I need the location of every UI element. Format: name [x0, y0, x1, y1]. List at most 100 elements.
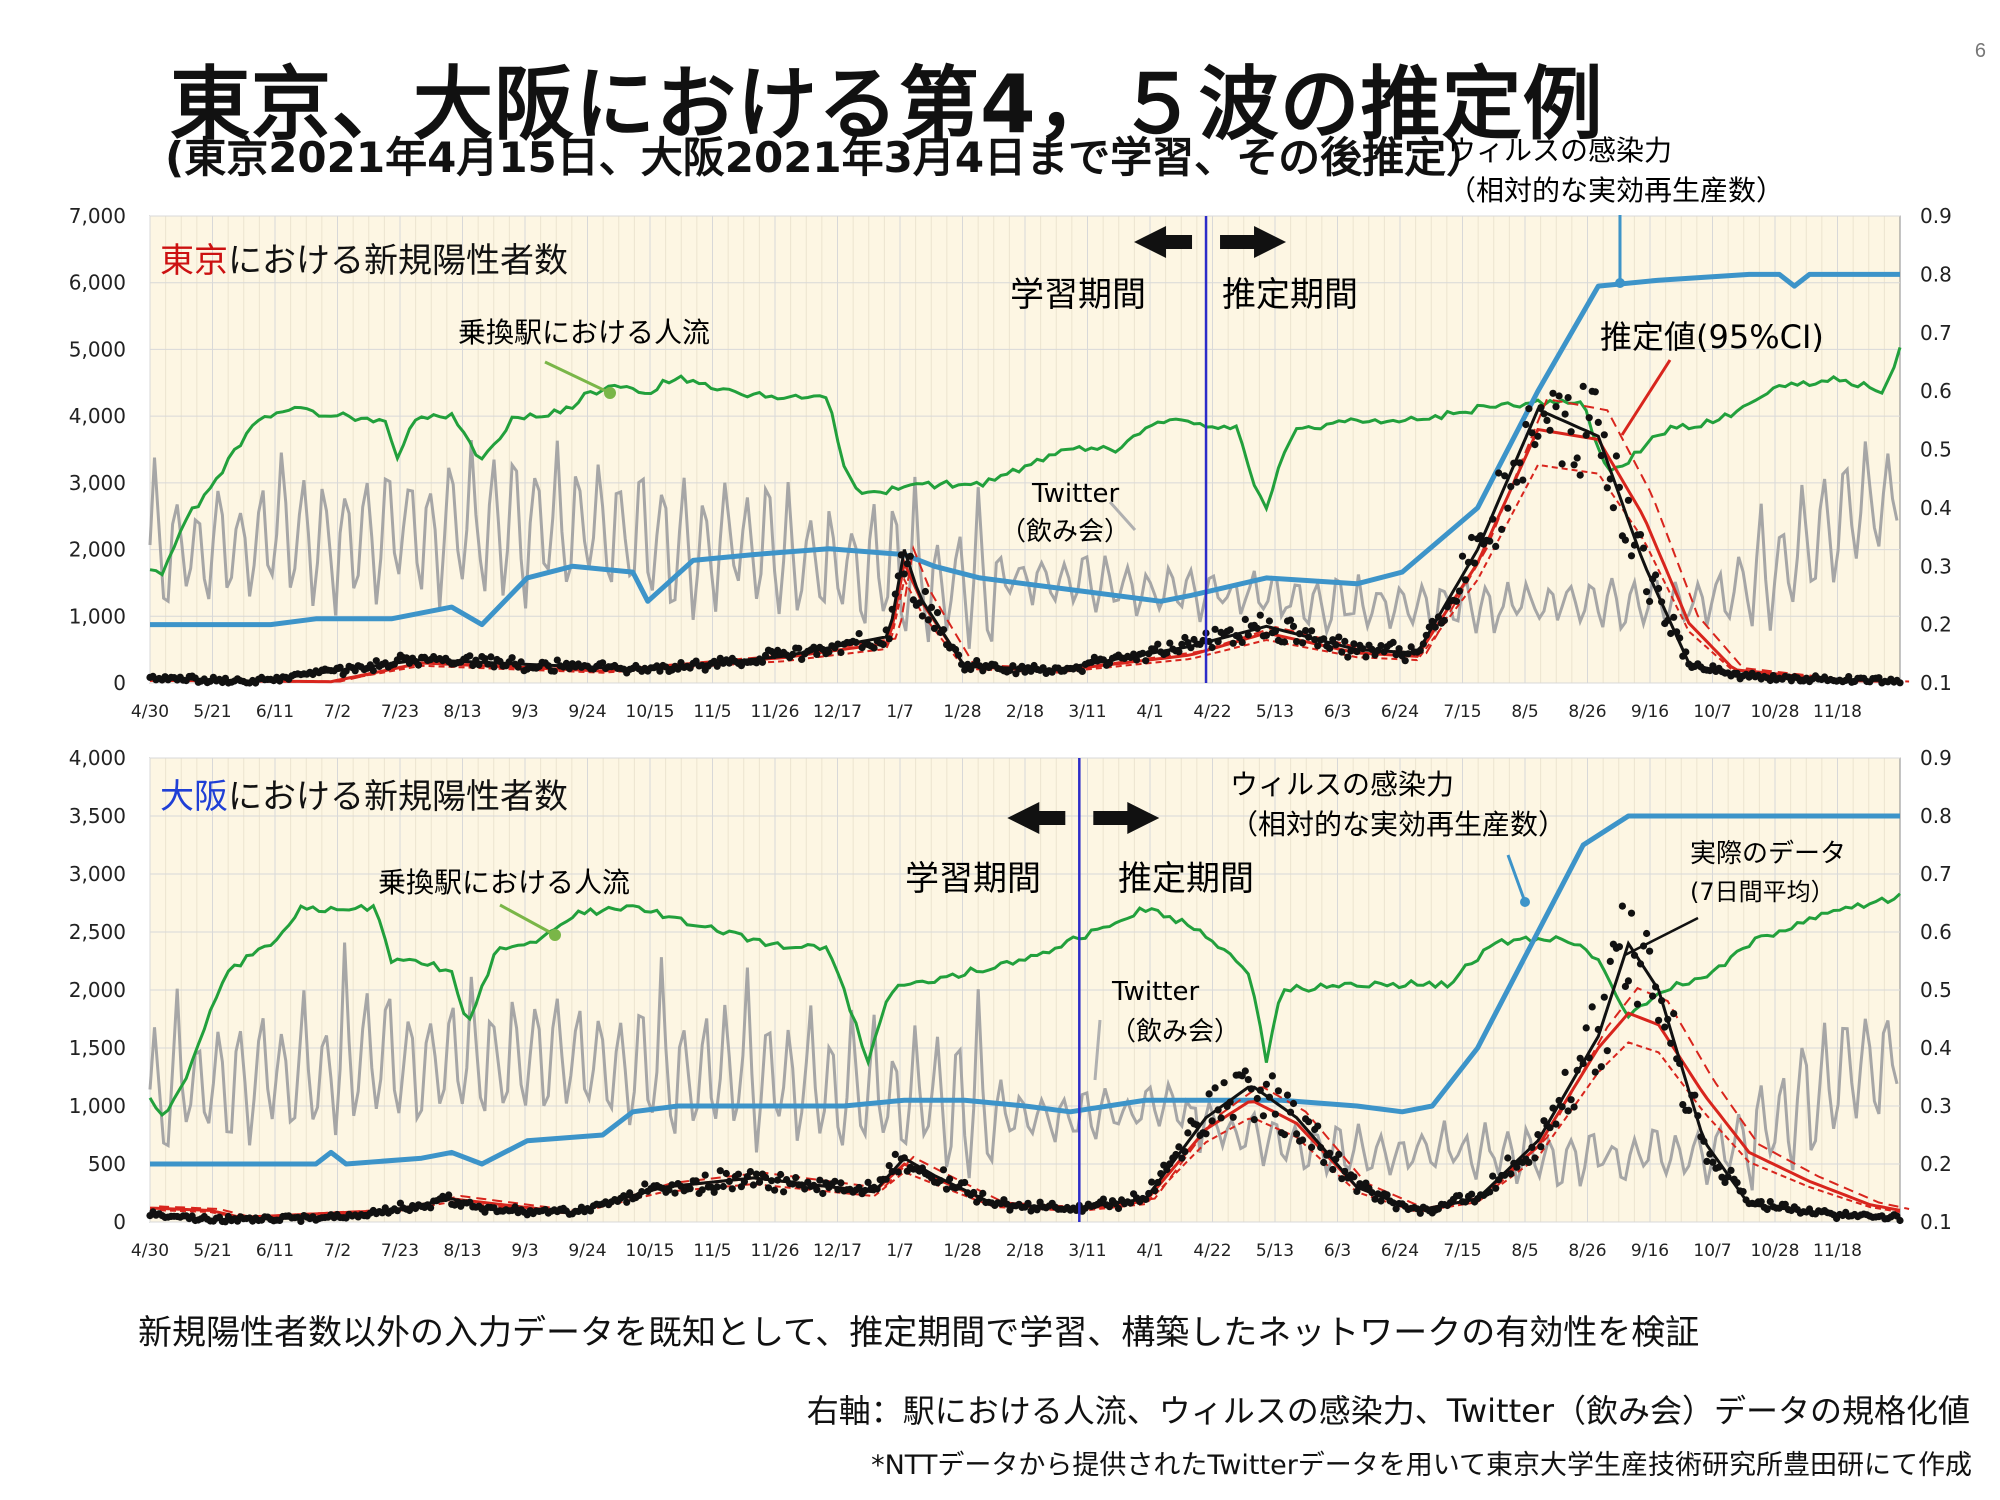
osaka-xtick: 4/1: [1136, 1241, 1163, 1261]
osaka-actual-point: [1099, 1195, 1107, 1203]
tokyo-xtick: 10/7: [1693, 702, 1731, 722]
osaka-infectivity-label: ウィルスの感染力: [1230, 768, 1454, 801]
tokyo-xtick: 4/30: [131, 702, 169, 722]
osaka-ytick-right: 0.4: [1920, 1036, 1952, 1060]
tokyo-actual-point: [1422, 631, 1430, 639]
osaka-actual-point: [1537, 1143, 1545, 1151]
osaka-actual-point: [1507, 1170, 1515, 1178]
osaka-actual-point: [1205, 1090, 1213, 1098]
osaka-infectivity-label-2: （相対的な実効再生産数）: [1230, 808, 1566, 841]
osaka-actual-point: [1594, 1025, 1602, 1034]
osaka-actual-point: [864, 1178, 872, 1186]
tokyo-chart-title-rest: における新規陽性者数: [228, 241, 568, 281]
tokyo-actual-point: [1525, 405, 1533, 413]
osaka-actual-point: [1184, 1129, 1192, 1137]
tokyo-actual-point: [1498, 525, 1506, 534]
osaka-actual-point: [1627, 909, 1636, 917]
tokyo-actual-point: [1546, 426, 1554, 434]
tokyo-actual-point: [1519, 476, 1527, 484]
osaka-ytick-right: 0.5: [1920, 978, 1952, 1002]
osaka-xtick: 11/18: [1813, 1241, 1862, 1261]
tokyo-actual-point: [414, 661, 423, 669]
tokyo-estimation-label: 推定期間: [1222, 275, 1358, 315]
osaka-actual-point: [1271, 1110, 1279, 1118]
osaka-actual-point: [1226, 1098, 1234, 1106]
tokyo-actual-point: [834, 640, 842, 648]
osaka-xtick: 10/28: [1751, 1241, 1800, 1261]
osaka-actual-point: [511, 1203, 519, 1211]
osaka-actual-point: [1781, 1200, 1789, 1208]
tokyo-learning-arrow-icon: [1134, 226, 1193, 258]
tokyo-actual-point: [1576, 471, 1584, 479]
tokyo-twitter-label: Twitter: [1031, 479, 1119, 509]
tokyo-actual-point: [1673, 628, 1681, 636]
osaka-actual-point: [665, 1186, 673, 1194]
osaka-actual-point: [837, 1179, 845, 1187]
tokyo-actual-point: [855, 630, 863, 638]
osaka-actual-point: [1724, 1173, 1732, 1181]
osaka-actual-point: [297, 1217, 305, 1225]
osaka-actual-point: [1664, 1015, 1672, 1023]
osaka-actual-point: [1766, 1198, 1774, 1206]
osaka-xtick: 2/18: [1006, 1241, 1044, 1261]
osaka-xtick: 8/26: [1568, 1241, 1606, 1261]
osaka-actual-point: [1525, 1158, 1533, 1166]
tokyo-xtick: 6/24: [1381, 702, 1419, 722]
tokyo-actual-point: [1205, 637, 1213, 646]
osaka-actual-point: [1214, 1106, 1222, 1114]
osaka-actual-point: [1733, 1179, 1741, 1187]
osaka-xtick: 11/5: [693, 1241, 731, 1261]
osaka-ytick-right: 0.8: [1920, 804, 1952, 828]
tokyo-actual-point: [1368, 645, 1376, 654]
tokyo-actual-point: [1211, 625, 1219, 633]
osaka-actual-point: [1033, 1206, 1041, 1214]
osaka-actual-point: [1268, 1072, 1276, 1080]
tokyo-actual-point: [1262, 631, 1270, 640]
tokyo-actual-point: [1401, 657, 1409, 665]
osaka-actual-point: [1274, 1087, 1282, 1095]
tokyo-actual-point: [1682, 648, 1690, 656]
osaka-xtick: 7/15: [1443, 1241, 1481, 1261]
osaka-actual-point: [888, 1168, 896, 1176]
tokyo-actual-point: [1507, 483, 1515, 491]
tokyo-actual-point: [909, 596, 918, 604]
osaka-people-flow-series: [148, 892, 1902, 1117]
tokyo-actual-point: [1452, 597, 1461, 605]
tokyo-actual-point: [1434, 613, 1442, 621]
tokyo-actual-point: [1582, 431, 1590, 439]
tokyo-actual-point: [891, 590, 899, 598]
osaka-actual-point: [1253, 1094, 1261, 1103]
tokyo-actual-point: [1615, 483, 1623, 491]
osaka-estimation-label: 推定期間: [1118, 859, 1254, 899]
osaka-actual-point: [1489, 1172, 1497, 1180]
tokyo-actual-point: [1280, 638, 1289, 646]
osaka-xtick: 6/24: [1381, 1241, 1419, 1261]
tokyo-xtick: 9/3: [511, 702, 538, 722]
tokyo-actual-point: [1552, 403, 1560, 411]
osaka-actual-point: [1603, 1047, 1611, 1055]
osaka-actual-point: [1588, 1003, 1596, 1011]
tokyo-xtick: 5/21: [193, 702, 231, 722]
tokyo-actual-point: [1567, 428, 1575, 436]
osaka-xtick: 7/2: [324, 1241, 351, 1261]
osaka-actual-point: [882, 1175, 890, 1183]
osaka-actual-point: [900, 1154, 908, 1162]
footer-credit: *NTTデータから提供されたTwitterデータを用いて東京大学生産技術研究所豊…: [871, 1450, 1972, 1481]
tokyo-xtick: 1/7: [886, 702, 913, 722]
osaka-actual-point: [1685, 1106, 1693, 1114]
osaka-actual-point: [1546, 1124, 1554, 1132]
osaka-actual-point: [1166, 1160, 1174, 1168]
tokyo-xtick: 10/15: [626, 702, 675, 722]
osaka-ytick-left: 4,000: [69, 746, 126, 770]
tokyo-actual-point: [1308, 627, 1316, 635]
osaka-actual-point: [1549, 1104, 1557, 1112]
osaka-actual-point: [1706, 1150, 1714, 1158]
tokyo-actual-point: [1296, 630, 1304, 638]
osaka-chart-title-rest: における新規陽性者数: [228, 777, 568, 817]
tokyo-actual-point: [1214, 638, 1222, 646]
osaka-actual-point: [1501, 1171, 1509, 1179]
osaka-actual-point: [1618, 902, 1626, 910]
tokyo-actual-point: [915, 599, 924, 607]
osaka-actual-point: [1326, 1149, 1334, 1157]
